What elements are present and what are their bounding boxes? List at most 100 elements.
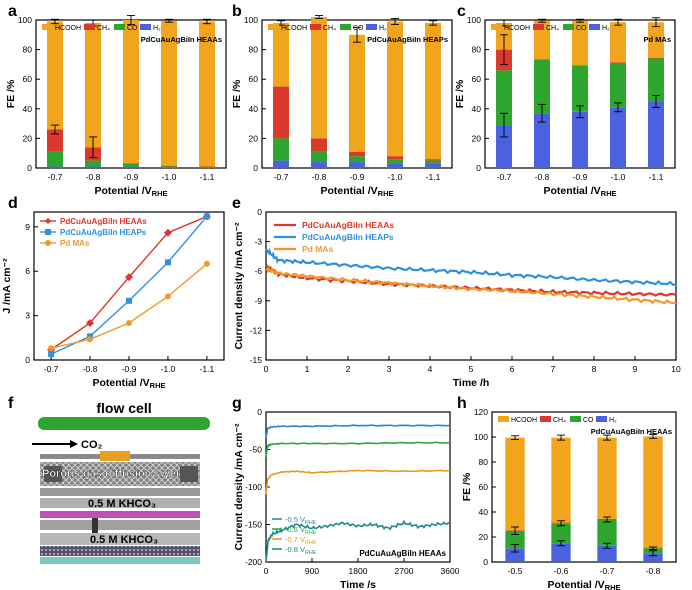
legend-label: -0.7 VRHE <box>285 535 317 546</box>
h2-segment <box>572 111 588 168</box>
ch4-segment <box>273 86 289 139</box>
y-tick-label: 100 <box>474 432 488 442</box>
electrolyte-label-1: 0.5 M KHCO₃ <box>88 498 156 510</box>
y-tick-label: 0 <box>253 163 258 173</box>
co-segment <box>47 151 63 167</box>
x-tick-label: -1.1 <box>426 172 441 182</box>
h2-segment <box>425 163 441 168</box>
panel-note: PdCuAuAgBiIn HEAAs <box>359 549 446 558</box>
hcooh-segment <box>610 22 626 63</box>
y-axis-title: Current density /mA cm⁻² <box>233 423 245 551</box>
data-point-circle <box>164 293 171 300</box>
y-tick-label: 100 <box>244 15 258 25</box>
legend-label: HCOOH <box>281 25 307 32</box>
cell-plate-bottom <box>40 557 200 564</box>
x-tick-label: -0.9 <box>350 172 365 182</box>
legend-label: H₂ <box>602 25 610 32</box>
y-tick-label: 40 <box>249 104 259 114</box>
series-line-2 <box>265 469 451 495</box>
x-tick-label: -0.9 <box>573 172 588 182</box>
ch4-segment <box>648 57 664 59</box>
y-tick-label: -6 <box>254 266 262 276</box>
series-line-1 <box>265 441 451 458</box>
y-tick-label: 20 <box>479 532 489 542</box>
ch4-segment <box>534 59 550 60</box>
x-tick-label: -0.8 <box>83 364 98 374</box>
legend-swatch <box>540 416 551 422</box>
data-point-square <box>203 213 210 220</box>
legend-swatch <box>84 24 95 30</box>
anode-mesh <box>40 546 200 556</box>
data-point-circle <box>203 260 210 267</box>
legend-label: CH₄ <box>97 25 110 32</box>
x-axis-title: Potential /VRHE <box>320 185 393 198</box>
y-tick-label: 6 <box>25 266 30 276</box>
y-axis-title: FE /% <box>5 79 17 108</box>
data-point-square <box>164 259 171 266</box>
legend-label: HCOOH <box>511 417 537 424</box>
legend-label: CO <box>576 25 587 32</box>
x-tick-label: 4 <box>428 364 433 374</box>
electrolyte-label-2: 0.5 M KHCO₃ <box>90 534 158 546</box>
h2-segment <box>597 545 617 562</box>
co-segment <box>572 65 588 112</box>
hcooh-segment <box>505 437 525 531</box>
h2-segment <box>161 167 177 168</box>
x-tick-label: 0 <box>264 566 269 576</box>
co-segment <box>505 530 525 549</box>
x-tick-label: 2700 <box>395 566 414 576</box>
x-tick-label: 9 <box>633 364 638 374</box>
y-axis-title: FE /% <box>231 79 243 108</box>
hcooh-segment <box>273 22 289 87</box>
legend-swatch <box>533 24 544 30</box>
data-point-diamond <box>163 228 172 237</box>
legend-marker <box>45 218 51 224</box>
legend-swatch <box>589 24 600 30</box>
legend-label: CO <box>127 25 138 32</box>
y-tick-label: 80 <box>249 45 259 55</box>
data-point-square <box>126 297 132 304</box>
hcooh-segment <box>85 22 101 148</box>
electrolyte-chamber-2 <box>40 533 200 545</box>
legend-swatch <box>42 24 53 30</box>
panel-title: PdCuAuAgBiIn HEAPs <box>367 35 448 44</box>
panel-letter-f: f <box>8 395 14 412</box>
x-tick-label: -1.1 <box>649 172 664 182</box>
y-tick-label: 3 <box>25 311 30 321</box>
x-tick-label: -0.7 <box>44 364 59 374</box>
x-tick-label: -0.9 <box>124 172 139 182</box>
ch4-segment <box>47 129 63 152</box>
h2-segment <box>349 162 365 168</box>
panel-title: PdCuAuAgBiIn HEAAs <box>591 427 672 436</box>
h2-segment <box>85 166 101 168</box>
x-tick-label: -1.0 <box>611 172 626 182</box>
y-tick-label: -12 <box>250 325 263 335</box>
flow-cell-title: flow cell <box>96 400 151 416</box>
legend-label: H₂ <box>609 417 617 424</box>
legend-label: HCOOH <box>504 25 530 32</box>
series-line-2 <box>265 266 677 305</box>
x-tick-label: -1.1 <box>200 172 215 182</box>
y-tick-label: 80 <box>479 457 489 467</box>
y-axis-title: FE /% <box>461 472 473 501</box>
co-segment <box>311 151 327 163</box>
legend-label: -0.5 VRHE <box>285 515 317 526</box>
x-axis-title: Time /s <box>340 579 376 590</box>
legend-label: PdCuAuAgBiIn HEAPs <box>302 232 394 242</box>
h2-segment <box>47 166 63 168</box>
legend-swatch <box>268 24 279 30</box>
legend-swatch <box>310 24 321 30</box>
h2-segment <box>123 166 139 168</box>
y-tick-label: 0 <box>25 355 30 365</box>
h2-segment <box>273 160 289 168</box>
x-tick-label: 3 <box>387 364 392 374</box>
h2-segment <box>648 101 664 168</box>
y-tick-label: 60 <box>472 74 482 84</box>
panel-letter-b: b <box>232 3 242 20</box>
x-tick-label: -1.0 <box>162 172 177 182</box>
legend-swatch <box>491 24 502 30</box>
x-tick-label: 3600 <box>441 566 460 576</box>
co-segment <box>349 156 365 163</box>
y-tick-label: 80 <box>23 45 33 55</box>
